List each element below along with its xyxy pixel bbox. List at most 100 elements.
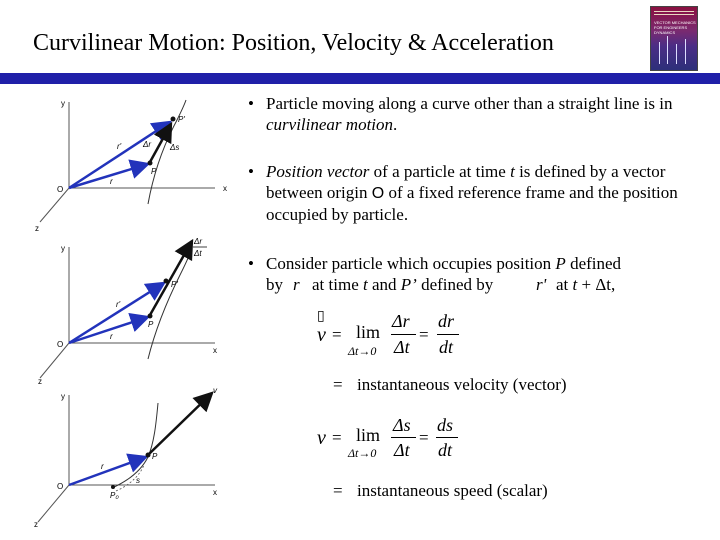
equals-sign: = xyxy=(332,325,342,344)
variable-o: O xyxy=(371,185,385,202)
bullet-text-part: and xyxy=(367,275,401,294)
result-equals: = xyxy=(333,375,343,394)
variable-t: t xyxy=(572,275,578,294)
bullet-text: Consider particle which occupies positio… xyxy=(266,253,718,295)
velocity-symbol: v xyxy=(317,324,326,346)
bullet-line: by r at time t and P’ defined by r' at t… xyxy=(266,274,718,295)
s-label: s xyxy=(136,476,140,485)
fraction-numerator: Δs xyxy=(393,415,411,435)
equals-sign: = xyxy=(419,428,429,447)
x-axis-label: x xyxy=(213,488,217,497)
point-pprime xyxy=(170,116,176,122)
bullet-text-part: at t + Δt, xyxy=(556,274,615,295)
bullet-text: Particle moving along a curve other than… xyxy=(266,93,718,135)
r-label: r xyxy=(110,177,113,186)
arc-length-marker xyxy=(115,464,145,492)
variable-t: t xyxy=(510,162,515,181)
slide-title: Curvilinear Motion: Position, Velocity &… xyxy=(33,30,554,56)
position-vector-r xyxy=(68,159,151,190)
book-cover-image: VECTOR MECHANICS FOR ENGINEERS DYNAMICS xyxy=(650,6,698,71)
bullet-marker: • xyxy=(248,162,254,181)
lim-operator: lim xyxy=(356,322,381,342)
fraction-bar xyxy=(391,334,416,335)
fraction-bar xyxy=(436,437,458,438)
position-vector-rprime xyxy=(68,120,173,190)
lim-subscript: Δt→0 xyxy=(348,344,377,358)
fraction-numerator: Δr xyxy=(193,237,202,246)
fraction-numerator: Δr xyxy=(392,311,410,331)
origin-label: O xyxy=(57,340,63,349)
book-cover-tower xyxy=(667,36,668,64)
r-label: r xyxy=(110,332,113,341)
y-axis-label: y xyxy=(61,99,65,108)
fraction-denominator: Δt xyxy=(394,440,410,460)
p-label: P xyxy=(151,167,157,176)
z-axis xyxy=(37,484,70,523)
result-equals: = xyxy=(333,481,343,500)
book-cover-tower xyxy=(676,44,677,64)
speed-result-text: instantaneous speed (scalar) xyxy=(357,481,548,500)
trajectory-curve xyxy=(147,99,187,205)
bullet-italic-term: curvilinear motion xyxy=(266,115,394,134)
displacement-vector xyxy=(148,121,173,163)
bullet-text-part: is defined by a vector between origin xyxy=(266,162,666,202)
z-axis-label: z xyxy=(38,377,42,385)
r-vector-symbol: r xyxy=(293,275,300,294)
book-cover-tower xyxy=(659,42,660,64)
point-p xyxy=(145,452,151,458)
vector-marker: ▯ xyxy=(317,309,325,324)
point-p xyxy=(147,313,153,319)
speed-symbol: v xyxy=(317,427,326,449)
bullet-text-part: Consider particle which occupies positio… xyxy=(266,254,556,273)
figure-average-velocity: y x z O r r' P P' Δr Δt xyxy=(38,237,217,385)
bullet-marker: • xyxy=(248,94,254,113)
z-axis-label: z xyxy=(35,224,39,233)
z-axis-label: z xyxy=(34,520,38,529)
point-p xyxy=(147,160,153,166)
z-axis xyxy=(39,342,70,379)
bullet-text-part: at time t and P’ defined by xyxy=(312,274,493,295)
bullet-text-part: + xyxy=(577,275,596,294)
average-velocity-vector xyxy=(148,238,194,316)
book-cover-tower xyxy=(685,39,686,64)
y-axis-label: y xyxy=(61,244,65,253)
pprime-label: P' xyxy=(178,115,185,124)
delta-s-label: Δs xyxy=(169,143,179,152)
p-label: P xyxy=(152,452,158,461)
fraction-denominator: dt xyxy=(439,337,454,357)
fraction-bar xyxy=(391,437,416,438)
velocity-vector xyxy=(148,391,214,455)
position-vector-r xyxy=(68,453,149,487)
fraction-denominator: Δt xyxy=(394,337,410,357)
fraction-denominator: Δt xyxy=(193,249,202,258)
fraction-numerator: dr xyxy=(438,311,455,331)
lim-subscript: Δt→0 xyxy=(348,446,377,460)
bullet-italic-term: Position vector xyxy=(266,162,370,181)
bullet-text: Position vector of a particle at time t … xyxy=(266,161,718,225)
y-axis-label: y xyxy=(61,392,65,401)
bullet-text-part: at xyxy=(556,275,573,294)
bullet-text-part: of a particle at time xyxy=(369,162,511,181)
bullet-text-part: defined by xyxy=(416,275,494,294)
title-rule xyxy=(0,73,720,84)
rprime-label: r' xyxy=(117,142,122,151)
bullet-text-part: of a fixed reference frame and the posit… xyxy=(266,183,678,224)
origin-label: O xyxy=(57,185,63,194)
velocity-result-text: instantaneous velocity (vector) xyxy=(357,375,567,394)
point-p0 xyxy=(111,485,115,489)
fraction-denominator: dt xyxy=(438,440,453,460)
variable-pprime: P’ xyxy=(400,275,417,294)
p0-label: P₀ xyxy=(110,491,119,500)
equals-sign: = xyxy=(332,428,342,447)
fraction-bar xyxy=(437,334,459,335)
rprime-vector-symbol: r' xyxy=(536,275,547,294)
trajectory-curve xyxy=(111,402,159,489)
variable-t: t xyxy=(362,275,368,294)
bullet-text-part: . xyxy=(393,115,398,134)
bullet-text-part: Particle moving along a curve other than… xyxy=(266,94,673,113)
point-pprime xyxy=(163,278,169,284)
position-vector-rprime xyxy=(68,281,167,345)
book-cover-title: VECTOR MECHANICS FOR ENGINEERS DYNAMICS xyxy=(654,20,696,35)
velocity-equation: ▯ v = lim Δt→0 Δr Δt = dr dt xyxy=(315,308,475,360)
origin-label: O xyxy=(57,482,63,491)
